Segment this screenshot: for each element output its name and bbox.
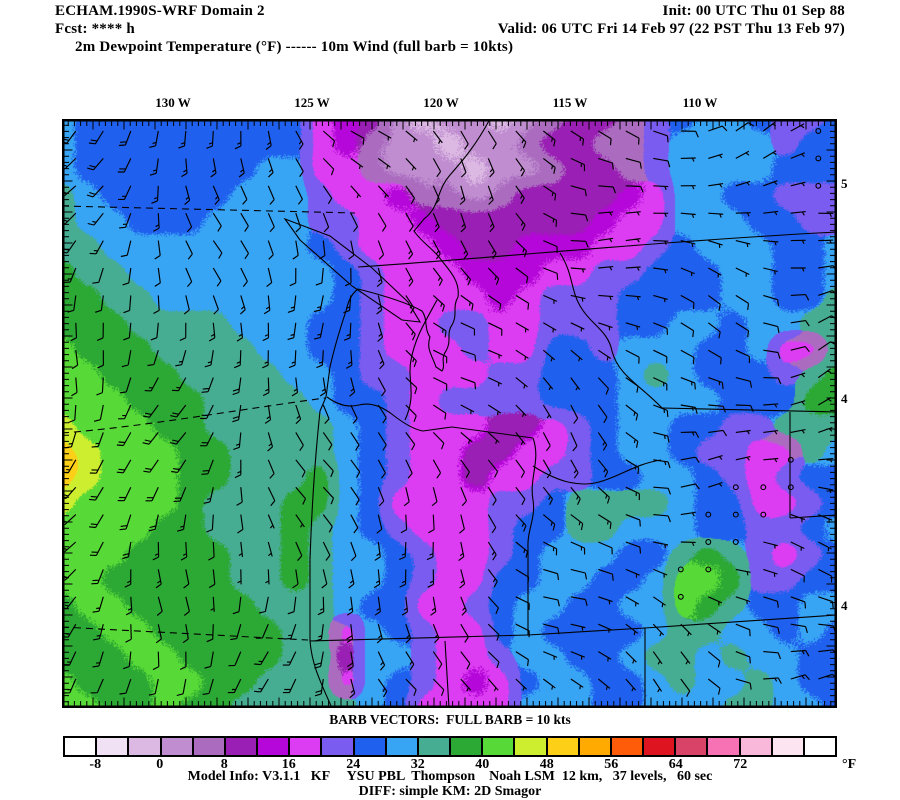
ca-nv-border (444, 640, 450, 708)
colorbar-cell (708, 738, 741, 755)
coastline (309, 119, 491, 708)
or-id-border (527, 437, 537, 635)
colorbar-tick-label: 40 (475, 757, 490, 772)
calm-wind-circle (677, 593, 684, 600)
colorbar-tick-label: 72 (733, 757, 748, 772)
colorbar-tick-label: 48 (539, 757, 554, 772)
id-mt-divide (559, 252, 663, 409)
model-title: ECHAM.1990S-WRF Domain 2 (55, 3, 265, 19)
colorbar-cell (804, 738, 836, 755)
canada-border-marine (62, 205, 356, 214)
mt-wy-border (661, 407, 837, 413)
map-overlay (62, 119, 837, 708)
lon-label: 110 W (682, 95, 718, 110)
colorbar-cell (547, 738, 580, 755)
colorbar-cell (644, 738, 677, 755)
42n-marine (62, 626, 309, 641)
diffusion-info-line: DIFF: simple KM: 2D Smagor (358, 784, 542, 799)
lon-label: 125 W (294, 95, 330, 110)
colorbar-cell (676, 738, 709, 755)
canada-border (357, 231, 837, 268)
init-time: Init: 00 UTC Thu 01 Sep 88 (662, 3, 845, 19)
calm-wind-circle (787, 484, 794, 491)
map-plot-area (62, 119, 837, 708)
valid-time: Valid: 06 UTC Fri 14 Feb 97 (22 PST Thu … (497, 21, 845, 37)
calm-wind-circle (705, 539, 712, 545)
lat-label: 4 (841, 391, 848, 406)
calm-wind-circle (732, 539, 739, 545)
colorbar-cell (65, 738, 98, 755)
calm-wind-circle (732, 511, 739, 518)
colorbar-cell (129, 738, 162, 755)
field-description: 2m Dewpoint Temperature (°F) ------ 10m … (75, 39, 514, 55)
46n-marine (62, 397, 326, 434)
colorbar-cell (451, 738, 484, 755)
lon-label: 130 W (155, 95, 191, 110)
calm-wind-circle (815, 155, 822, 162)
calm-wind-circle (815, 182, 822, 189)
calm-wind-circle (760, 511, 767, 518)
calm-wind-circle (705, 511, 712, 518)
colorbar-cell (515, 738, 548, 755)
plot-frame (62, 119, 837, 708)
colorbar-tick-label: 32 (410, 757, 425, 772)
colorbar-cell (354, 738, 387, 755)
colorbar-cell (161, 738, 194, 755)
colorbar-tick-label: 24 (346, 757, 361, 772)
frame-ticks (64, 121, 835, 706)
calm-wind-circle (677, 566, 684, 573)
colorbar-cell (322, 738, 355, 755)
colorbar-cell (290, 738, 323, 755)
forecast-hour: Fcst: **** h (55, 21, 135, 37)
colorbar-cell (386, 738, 419, 755)
calm-wind-circle (760, 484, 767, 491)
colorbar-cell (740, 738, 773, 755)
colorbar (63, 736, 837, 757)
lon-label: 120 W (423, 95, 459, 110)
colorbar-tick-label: 16 (281, 757, 296, 772)
snake-river (532, 459, 662, 485)
lon-label: 115 W (552, 95, 588, 110)
colorbar-cell (611, 738, 645, 755)
lat-label: 4 (841, 598, 848, 613)
42n-west (309, 634, 529, 642)
colorbar-tick-label: 56 (604, 757, 619, 772)
colorbar-cell (97, 738, 130, 755)
state-boundaries (62, 119, 837, 708)
tick-marks (64, 121, 835, 706)
colorbar-cell (258, 738, 291, 755)
calm-wind-circle (705, 566, 712, 573)
model-info-line: Model Info: V3.1.1 KF YSU PBL Thompson N… (187, 769, 713, 784)
colorbar-cell (193, 738, 226, 755)
calm-wind-circle (787, 456, 794, 463)
colorbar-cell (579, 738, 612, 755)
wa-or-border (326, 396, 534, 439)
dewpoint-field-canvas (62, 119, 837, 708)
colorbar-cell (225, 738, 259, 755)
colorbar-tick-label: 8 (220, 757, 228, 772)
vancouver-island (283, 217, 422, 323)
lat-label: 5 (841, 176, 848, 191)
colorbar-cell (772, 738, 805, 755)
calm-wind-circle (815, 128, 822, 134)
calm-wind-circle (732, 484, 739, 491)
colorbar-tick-label: 0 (156, 757, 164, 772)
barb-vectors-note: BARB VECTORS: FULL BARB = 10 kts (329, 712, 571, 727)
colorbar-tick-label: 64 (668, 757, 683, 772)
colorbar-cell (483, 738, 516, 755)
colorbar-tick-label: -8 (89, 757, 102, 772)
colorbar-cell (418, 738, 452, 755)
columbia-river (404, 299, 438, 421)
colorbar-unit: °F (842, 757, 857, 772)
